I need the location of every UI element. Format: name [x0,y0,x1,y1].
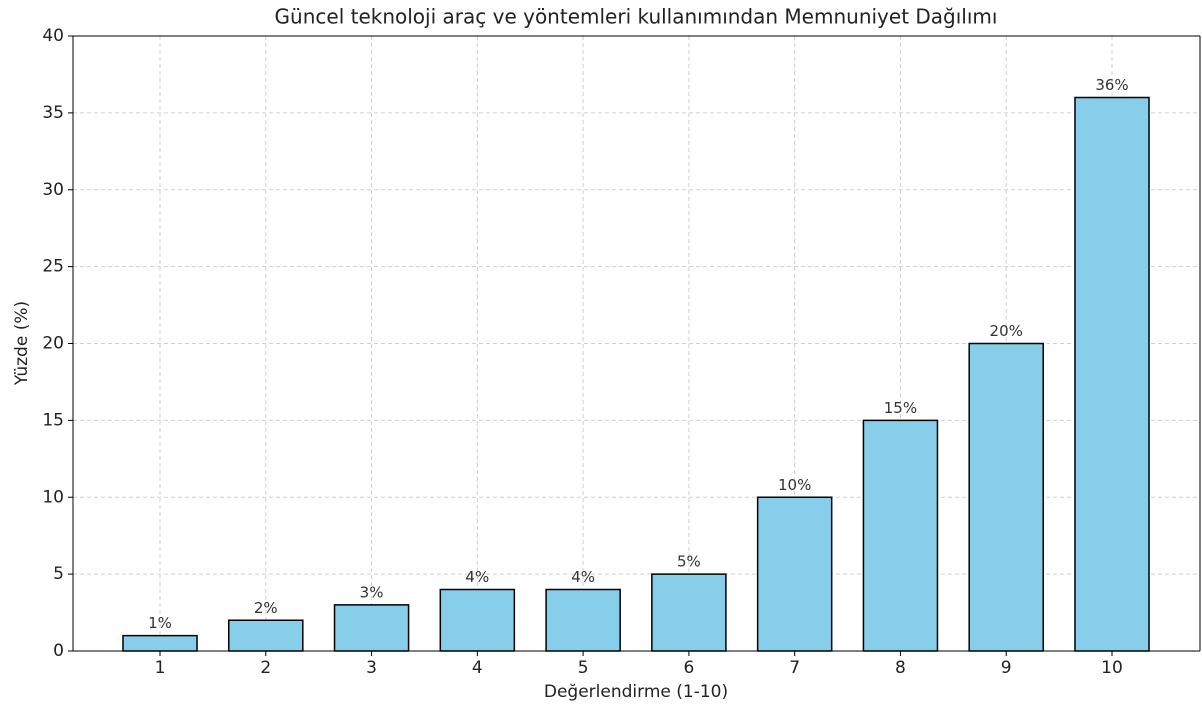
bar [1074,96,1150,652]
y-tick-label: 5 [53,564,64,584]
value-label: 4% [465,568,489,586]
x-tick-label: 2 [260,658,271,678]
value-label: 1% [148,614,172,632]
x-tick-label: 6 [683,658,694,678]
bar [122,634,198,652]
y-tick-label: 30 [42,180,64,200]
y-tick-label: 35 [42,103,64,123]
bar [968,342,1044,652]
bar [862,419,939,652]
y-tick-label: 15 [42,410,64,430]
x-tick-label: 4 [472,658,483,678]
bar [228,619,304,652]
x-tick-label: 10 [1101,658,1123,678]
value-label: 4% [571,568,595,586]
value-label: 36% [1095,76,1128,94]
y-tick-label: 10 [42,487,64,507]
x-tick-label: 8 [895,658,906,678]
value-label: 20% [990,322,1023,340]
value-label: 15% [884,399,917,417]
value-label: 5% [677,553,701,571]
x-tick-label: 1 [155,658,166,678]
y-tick-label: 0 [53,641,64,661]
value-label: 10% [778,476,811,494]
bar [333,604,410,652]
y-tick-label: 40 [42,26,64,46]
bar [651,573,727,652]
x-tick-label: 7 [789,658,800,678]
bar [545,588,621,652]
x-tick-label: 5 [578,658,589,678]
y-tick-label: 20 [42,334,64,354]
value-label: 3% [360,583,384,601]
x-tick-label: 9 [1001,658,1012,678]
bar [756,496,833,652]
y-axis-label: Yüzde (%) [12,301,32,386]
x-axis-label: Değerlendirme (1-10) [544,682,728,702]
x-tick-label: 3 [366,658,377,678]
value-label: 2% [254,599,278,617]
bar [439,588,516,652]
chart-title: Güncel teknoloji araç ve yöntemleri kull… [275,5,998,29]
y-tick-label: 25 [42,257,64,277]
